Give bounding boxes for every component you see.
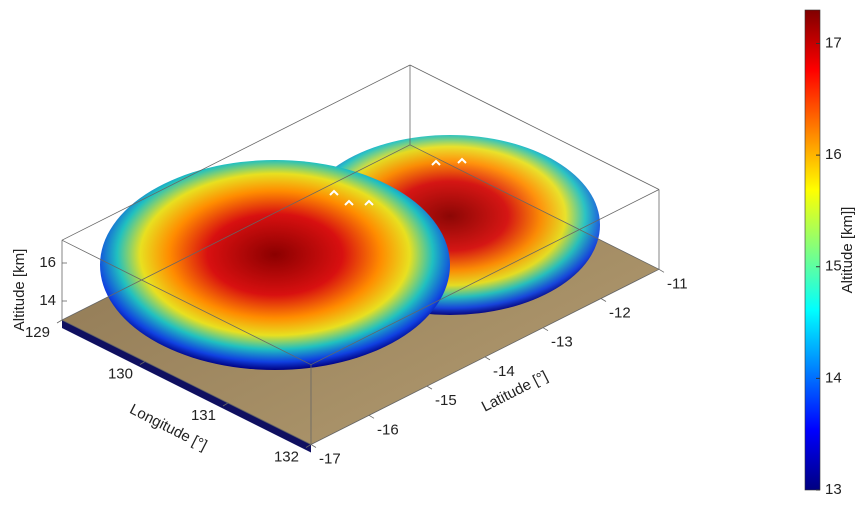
- surface-layer: [100, 135, 600, 370]
- colorbar-tick-label: 13: [825, 481, 842, 498]
- y-tick-label: -15: [435, 392, 457, 409]
- x-tick: [305, 444, 312, 448]
- y-tick-label: -13: [551, 334, 573, 351]
- colorbar-tick-label: 17: [825, 34, 842, 51]
- y-tick-label: -17: [319, 450, 341, 467]
- surface-mound: [100, 160, 450, 370]
- y-tick-label: -12: [609, 304, 631, 321]
- z-axis-label: Altitude [km]: [11, 249, 28, 332]
- colorbar-tick-label: 14: [825, 369, 842, 386]
- colorbar-label: Altitude [km]]: [839, 207, 856, 294]
- y-tick: [658, 268, 665, 273]
- colorbar: [804, 9, 821, 491]
- box-edge: [409, 64, 660, 190]
- z-tick-label: 16: [39, 254, 56, 271]
- box-edge: [61, 239, 312, 366]
- y-tick: [542, 327, 549, 332]
- axes: 129 130 131 132 -17 -16 -15 -14 -13 -12 -11 14 16: [25, 64, 688, 467]
- box-edge: [61, 64, 411, 241]
- box-edge: [310, 189, 660, 366]
- y-tick: [426, 385, 433, 390]
- x-tick-label: 129: [25, 324, 50, 341]
- y-tick: [600, 298, 607, 302]
- y-tick-label: -11: [667, 275, 688, 292]
- colorbar-tick-label: 16: [825, 146, 842, 163]
- x-tick-label: 132: [274, 448, 299, 465]
- y-tick: [368, 414, 375, 419]
- floor-front-edge: [62, 320, 311, 453]
- y-axis-label: Latitude [°]: [479, 368, 551, 416]
- colorbar-tick-label: 15: [825, 258, 842, 275]
- box-edge: [61, 319, 312, 445]
- y-tick: [484, 356, 491, 361]
- x-tick: [139, 361, 146, 365]
- x-tick: [56, 319, 63, 324]
- y-tick-label: -16: [377, 421, 399, 438]
- star-markers: [329, 157, 467, 206]
- x-tick-label: 131: [191, 407, 216, 424]
- box-edge: [409, 144, 660, 270]
- box-edge: [61, 144, 411, 321]
- x-tick: [222, 402, 229, 407]
- x-tick-label: 130: [108, 365, 133, 382]
- y-tick-label: -14: [493, 363, 515, 380]
- z-tick-label: 14: [39, 292, 56, 309]
- y-tick: [310, 444, 317, 448]
